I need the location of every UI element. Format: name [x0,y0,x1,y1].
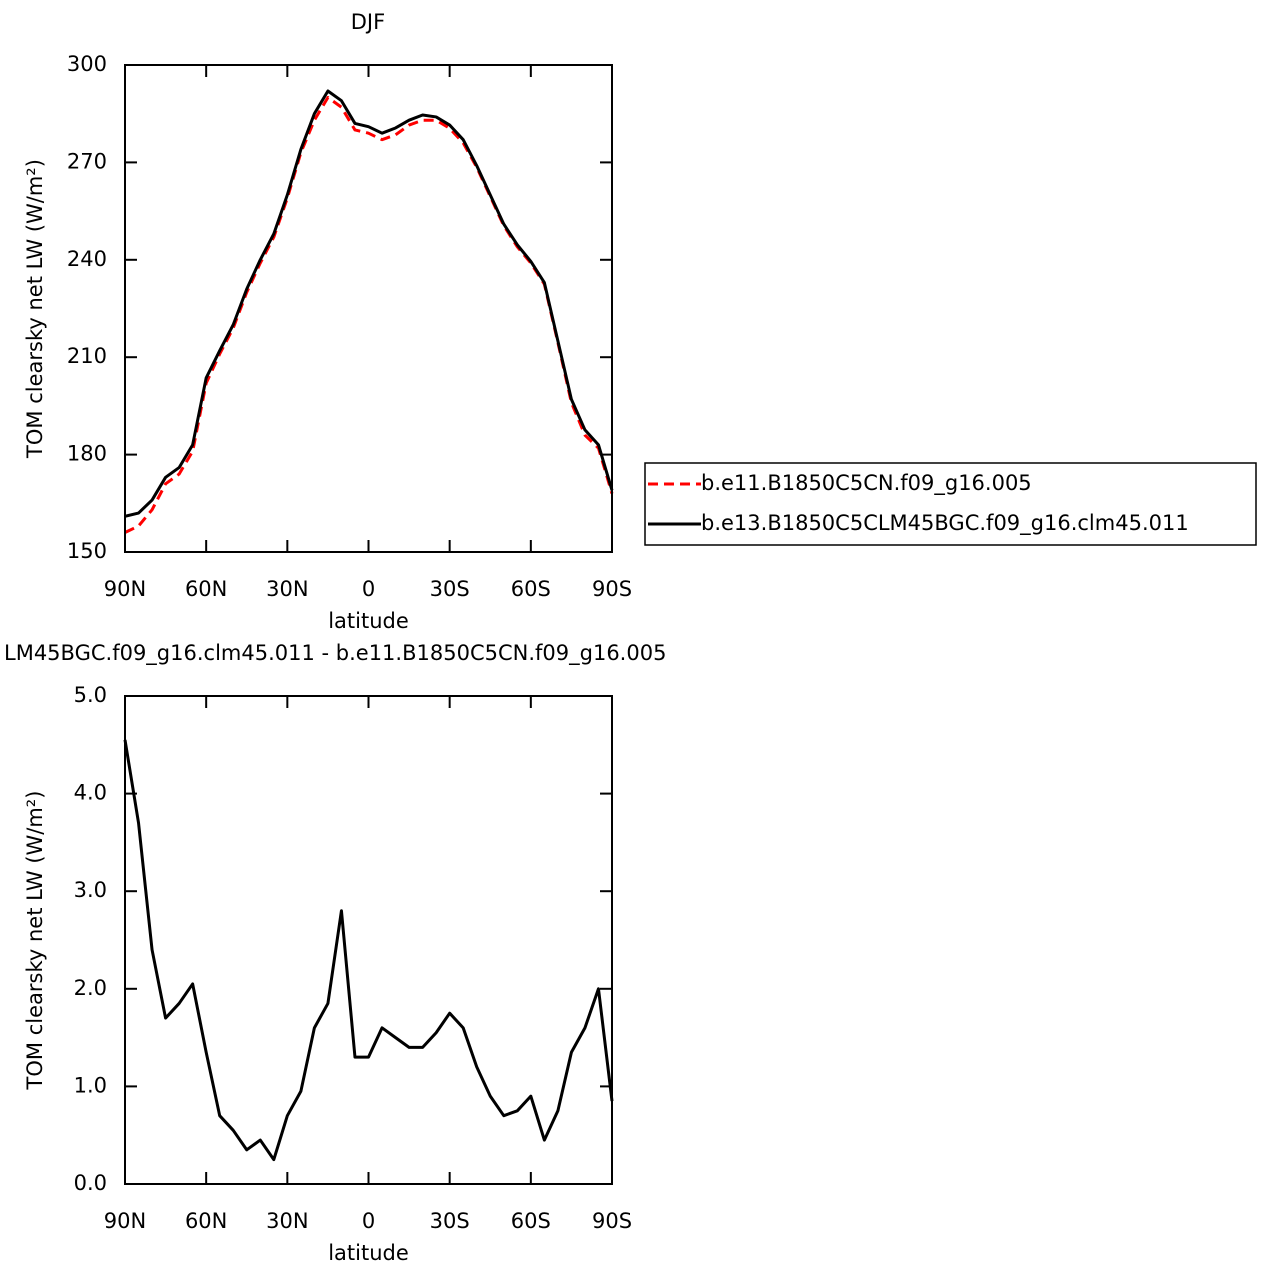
chart-title: LM45BGC.f09_g16.clm45.011 - b.e11.B1850C… [4,641,666,666]
x-tick-label: 60S [511,1209,551,1233]
x-tick-label: 90N [104,1209,146,1233]
y-tick-label: 3.0 [74,878,107,902]
data-line [124,89,614,518]
x-tick-label: 30S [430,1209,470,1233]
legend-label: b.e13.B1850C5CLM45BGC.f09_g16.clm45.011 [701,511,1189,536]
data-line [124,95,614,534]
y-tick-label: 150 [67,539,107,563]
y-tick-label: 5.0 [74,683,107,707]
x-tick-label: 30N [266,1209,308,1233]
y-tick-label: 240 [67,247,107,271]
x-tick-label: 60N [185,577,227,601]
chart-title: DJF [351,10,385,34]
x-tick-label: 90N [104,577,146,601]
x-tick-label: 60N [185,1209,227,1233]
y-tick-label: 0.0 [74,1171,107,1195]
y-tick-label: 270 [67,149,107,173]
x-tick-label: 90S [592,577,632,601]
y-tick-label: 4.0 [74,781,107,805]
y-axis-label: TOM clearsky net LW (W/m²) [23,159,47,459]
legend-box [644,462,1257,546]
x-tick-label: 0 [362,1209,375,1233]
x-tick-label: 0 [362,577,375,601]
y-tick-label: 1.0 [74,1073,107,1097]
y-tick-label: 180 [67,442,107,466]
data-line [123,739,614,1162]
plot-frame [124,64,613,553]
y-tick-label: 300 [67,52,107,76]
x-axis-label: latitude [328,1241,409,1265]
y-tick-label: 210 [67,344,107,368]
y-tick-label: 2.0 [74,976,107,1000]
x-tick-label: 30S [430,577,470,601]
x-axis-label: latitude [328,609,409,633]
plot-frame [124,695,613,1185]
x-tick-label: 90S [592,1209,632,1233]
x-tick-label: 60S [511,577,551,601]
legend-label: b.e11.B1850C5CN.f09_g16.005 [701,471,1032,496]
y-axis-label: TOM clearsky net LW (W/m²) [23,791,47,1091]
x-tick-label: 30N [266,577,308,601]
